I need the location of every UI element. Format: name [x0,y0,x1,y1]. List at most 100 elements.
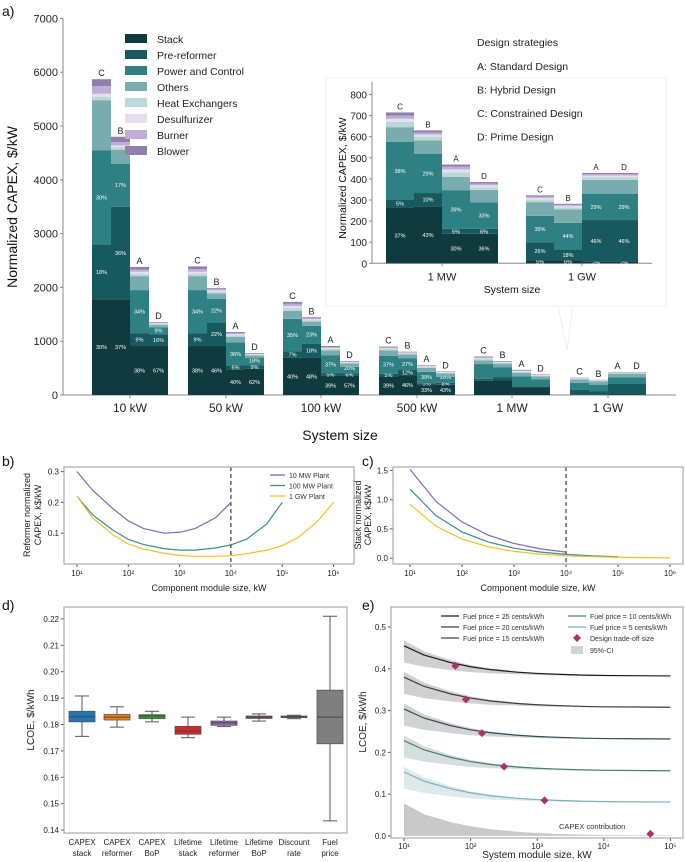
bar-segment-power-and-control [226,342,245,366]
bar-segment-power-and-control [589,384,608,392]
design-label: A [453,155,459,164]
bar-D: D [627,361,646,395]
y-tick-label: 0.22 [43,615,59,624]
x-tick-label: 1 MW [428,271,457,283]
x-tick-label: 10⁴ [598,842,611,851]
design-label: D [251,342,258,352]
bar-segment-burner [245,353,264,355]
x-tick-label: 10² [123,569,135,578]
x-axis-label: Component module size, kW [151,583,267,593]
ci-band [404,703,671,740]
bar-segment-stack [526,260,554,264]
bar-segment-stack [554,260,582,264]
bar-segment-burner [386,115,414,119]
panel-label-c: c) [362,453,374,469]
bar-segment-others [627,373,646,378]
legend-label: Design trade-off size [590,636,654,643]
bar-segment-power-and-control [386,141,414,200]
y-axis-label-line: Reformer normalized [22,473,32,557]
bar-segment-desulfurizer [512,371,531,372]
bar-segment-burner [610,174,638,176]
bar-segment-others [245,355,264,358]
x-tick-label: CAPEX BoP [138,838,166,858]
percent-label: 39% [421,375,432,381]
bar-segment-pre-reformer [627,383,646,395]
bar-segment-heat-exchangers [245,354,264,356]
percent-label: 34% [192,310,203,316]
bar-segment-stack [531,387,550,395]
tradeoff-marker [461,695,470,704]
x-tick-label: 10⁶ [664,569,676,578]
y-axis-label-line: CAPEX, k$/kW [363,484,373,545]
percent-label: 5% [423,382,431,388]
bar-segment-others [442,176,470,191]
bar-segment-power-and-control [627,377,646,384]
percent-label: 22% [211,332,222,338]
x-tick-label: 10⁵ [276,569,288,578]
y-tick-label: 4000 [34,175,58,187]
design-label: C [98,68,105,78]
bar-segment-pre-reformer [207,322,226,347]
bar-segment-others [531,376,550,380]
bar-segment-burner [493,361,512,363]
x-tick-label: 10¹ [71,569,83,578]
bar-B: 46% 22% 22% B [207,277,226,395]
y-tick-label: 1000 [34,336,58,348]
percent-label: 5% [396,202,404,208]
bar-segment-stack [493,380,512,395]
legend-label: 10 MW Plant [289,473,329,480]
bar-segment-power-and-control [207,298,226,323]
legend-swatch [125,146,147,155]
series-line [403,740,671,772]
series-line [403,771,671,803]
x-tick-label: 10⁵ [612,569,624,578]
bar-segment-pre-reformer [512,386,531,388]
bar-segment-stack [470,233,498,264]
bar-segment-others [470,189,498,203]
panel-label-b: b) [2,453,14,469]
x-tick-label: 10⁴ [225,569,238,578]
bar-segment-others [302,321,321,326]
bar-segment-heat-exchangers [207,291,226,294]
legend-label: Fuel price = 25 cents/kWh [463,614,544,621]
bar-segment-blower [512,369,531,371]
bar-segment-desulfurizer [582,175,610,178]
percent-label: 6% [232,365,240,371]
bar-segment-power-and-control [245,357,264,366]
bar-segment-blower [610,172,638,175]
legend-swatch [571,646,583,654]
bar-segment-others [207,293,226,299]
x-tick-label: CAPEX reformer [102,838,133,858]
y-axis-label: LCOE, $/kWh [26,689,37,750]
legend-swatch [125,50,147,59]
bar-segment-power-and-control [470,202,498,229]
bar-segment-others [493,363,512,368]
y-tick-label: 700 [350,112,367,123]
percent-label: 5% [385,373,393,379]
bar-segment-power-and-control [554,222,582,250]
y-tick-label: 400 [350,175,367,186]
percent-label: 16% [153,338,164,344]
bar-segment-heat-exchangers [512,371,531,373]
box [138,714,166,720]
y-tick-label: 1.5 [377,467,389,476]
bar-segment-power-and-control [302,325,321,344]
box-plot: CAPEX stack [68,695,96,858]
bar-segment-stack [474,380,493,395]
bar-segment-desulfurizer [436,372,455,373]
y-tick-label: 800 [350,91,367,102]
bar-segment-others [417,367,436,372]
bar-segment-burner [512,370,531,372]
bar-segment-stack [379,376,398,395]
y-tick-label: 2000 [34,282,58,294]
bar-segment-heat-exchangers [283,308,302,311]
x-tick-label-line: BoP [144,849,159,858]
y-tick-label: 1.0 [377,496,389,505]
percent-label: 18% [249,359,260,365]
bar-D: 67% 16% 9% D [149,311,168,395]
design-label: B [404,341,410,351]
y-tick-label: 100 [350,238,367,249]
bar-segment-heat-exchangers [526,199,554,203]
bar-segment-pre-reformer [470,228,498,234]
bar-C: 30% 18% 30% C [92,68,111,395]
